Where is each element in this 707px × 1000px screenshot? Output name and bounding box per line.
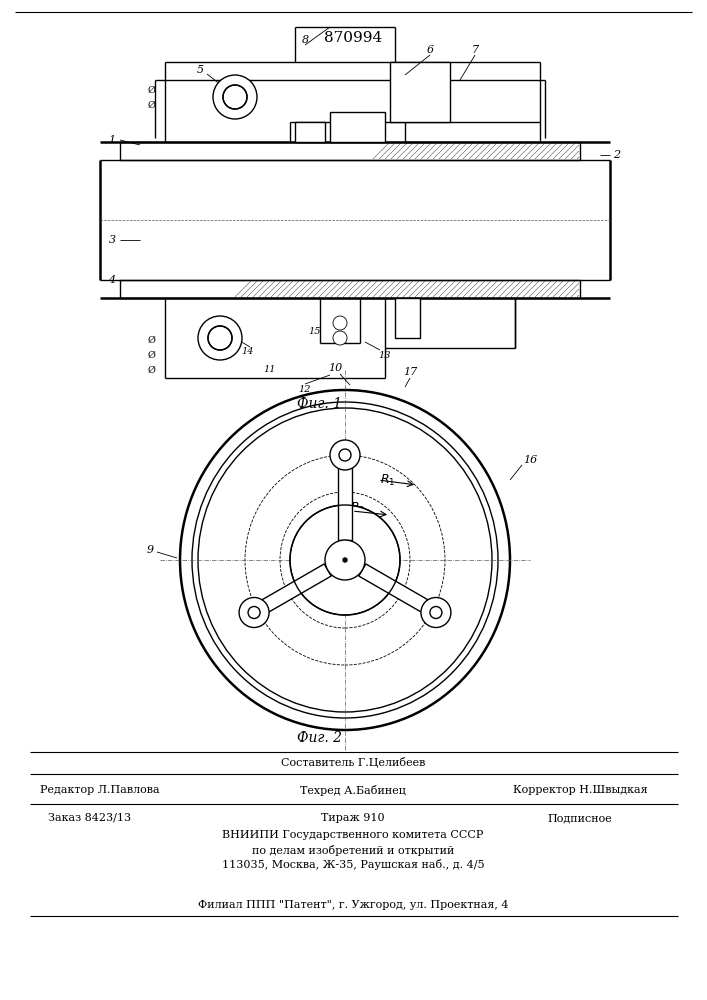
Text: Составитель Г.Целибеев: Составитель Г.Целибеев bbox=[281, 758, 425, 768]
Circle shape bbox=[239, 597, 269, 628]
Text: 7: 7 bbox=[472, 45, 479, 55]
Circle shape bbox=[343, 558, 347, 562]
Text: Ø: Ø bbox=[148, 336, 156, 344]
Text: 14: 14 bbox=[242, 348, 255, 357]
Circle shape bbox=[325, 540, 365, 580]
Text: 3: 3 bbox=[108, 235, 115, 245]
Bar bbox=[330, 112, 385, 142]
Bar bbox=[390, 62, 450, 122]
Polygon shape bbox=[338, 455, 352, 540]
Text: Редактор Л.Павлова: Редактор Л.Павлова bbox=[40, 785, 160, 795]
Text: 113035, Москва, Ж-35, Раушская наб., д. 4/5: 113035, Москва, Ж-35, Раушская наб., д. … bbox=[222, 859, 484, 870]
Polygon shape bbox=[359, 564, 440, 619]
Bar bbox=[395, 298, 420, 338]
Circle shape bbox=[248, 606, 260, 618]
Bar bbox=[120, 280, 580, 298]
Text: 4: 4 bbox=[108, 275, 115, 285]
Text: 1: 1 bbox=[108, 135, 115, 145]
Text: 17: 17 bbox=[403, 367, 417, 377]
Circle shape bbox=[339, 449, 351, 461]
Circle shape bbox=[430, 606, 442, 618]
Polygon shape bbox=[250, 564, 331, 619]
Ellipse shape bbox=[180, 390, 510, 730]
Circle shape bbox=[330, 440, 360, 470]
Text: $R_1$: $R_1$ bbox=[380, 472, 395, 488]
Text: 15: 15 bbox=[309, 328, 321, 336]
Circle shape bbox=[198, 316, 242, 360]
Circle shape bbox=[213, 75, 257, 119]
Text: 12: 12 bbox=[299, 385, 311, 394]
Text: ВНИИПИ Государственного комитета СССР: ВНИИПИ Государственного комитета СССР bbox=[222, 830, 484, 840]
Circle shape bbox=[333, 331, 347, 345]
Text: Подписное: Подписное bbox=[548, 813, 612, 823]
Text: Фиг. 2: Фиг. 2 bbox=[298, 731, 342, 745]
Circle shape bbox=[290, 505, 400, 615]
Circle shape bbox=[223, 85, 247, 109]
Text: $R_2$: $R_2$ bbox=[350, 500, 366, 516]
Text: Заказ 8423/13: Заказ 8423/13 bbox=[49, 813, 132, 823]
Text: 6: 6 bbox=[426, 45, 433, 55]
Text: 8: 8 bbox=[301, 35, 308, 45]
Text: Корректор Н.Швыдкая: Корректор Н.Швыдкая bbox=[513, 785, 648, 795]
Circle shape bbox=[208, 326, 232, 350]
Text: Техред А.Бабинец: Техред А.Бабинец bbox=[300, 784, 406, 796]
Text: Филиал ППП "Патент", г. Ужгород, ул. Проектная, 4: Филиал ППП "Патент", г. Ужгород, ул. Про… bbox=[198, 900, 508, 910]
Text: 16: 16 bbox=[523, 455, 537, 465]
Text: Ø: Ø bbox=[148, 86, 156, 95]
Text: 13: 13 bbox=[379, 351, 391, 360]
Bar bbox=[120, 142, 580, 160]
Text: 9: 9 bbox=[146, 545, 153, 555]
Text: 10: 10 bbox=[328, 363, 342, 373]
Text: 2: 2 bbox=[614, 150, 621, 160]
Text: Ø: Ø bbox=[148, 101, 156, 109]
Ellipse shape bbox=[198, 408, 492, 712]
Text: 5: 5 bbox=[197, 65, 204, 75]
Bar bbox=[295, 122, 325, 142]
Text: 11: 11 bbox=[264, 365, 276, 374]
Ellipse shape bbox=[192, 402, 498, 718]
Text: Фиг. 1: Фиг. 1 bbox=[298, 397, 342, 411]
Text: Ø: Ø bbox=[148, 365, 156, 374]
Circle shape bbox=[333, 316, 347, 330]
Text: 870994: 870994 bbox=[324, 31, 382, 45]
Text: Тираж 910: Тираж 910 bbox=[321, 813, 385, 823]
Circle shape bbox=[421, 598, 451, 628]
Text: по делам изобретений и открытий: по делам изобретений и открытий bbox=[252, 844, 454, 856]
Text: Ø: Ø bbox=[148, 351, 156, 360]
